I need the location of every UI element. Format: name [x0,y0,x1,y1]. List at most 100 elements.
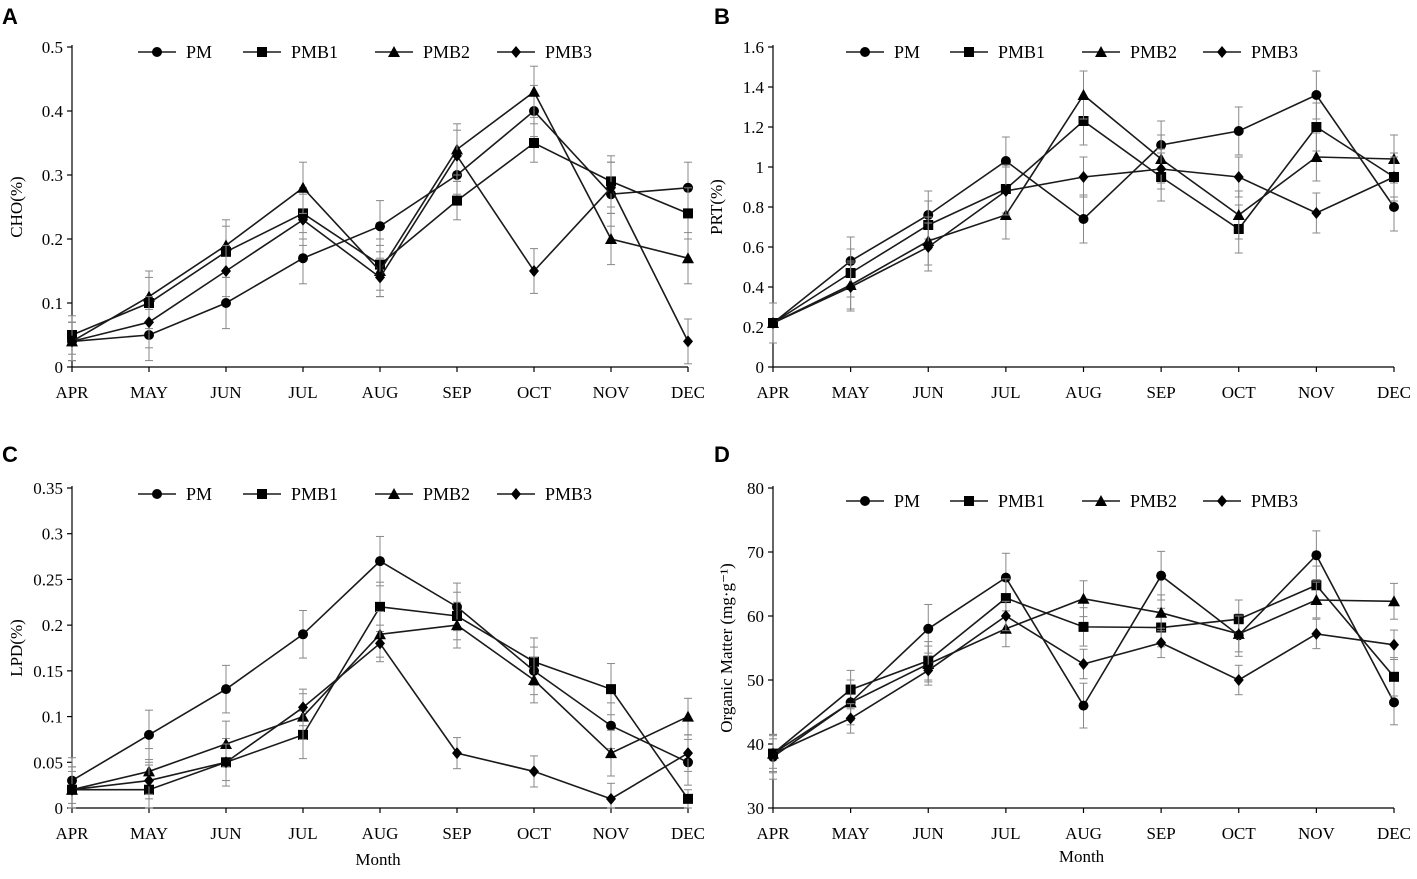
chart-panel-d: D 30 40 50 60 70 80 APR MAY JUN JUL AUG SEP OCT NOV DEC… [714,442,1411,866]
data-point-pmb2 [682,710,694,722]
legend-label: PMB3 [1251,491,1298,511]
y-tick-label: 1.2 [743,118,764,137]
legend-label: PM [186,484,212,504]
y-tick-label: 0.15 [33,662,63,681]
data-point-pmb3 [1078,171,1089,183]
y-tick-label: 0.5 [42,38,63,57]
legend-label: PMB2 [423,484,470,504]
data-point-pmb3 [298,213,308,226]
y-axis-label: CHO(%) [7,176,26,237]
x-tick-label: MAY [832,824,870,843]
x-tick-label: APR [55,824,89,843]
y-tick-label: 0.6 [743,238,764,257]
data-point-pmb1 [1389,671,1399,682]
data-point-pmb1 [1000,593,1011,604]
data-point-pmb3 [768,317,778,329]
data-point-pmb3 [845,712,856,725]
chart-panel-a: A 0 0.1 0.2 0.3 0.4 0.5 APR MAY JUN JUL AUG SEP OCT NO… [2,4,705,402]
data-point-pmb1 [375,601,385,612]
data-point-pmb3 [1000,610,1011,622]
data-point-pmb3 [144,774,154,787]
series-pmb1 [67,123,693,355]
data-point-pmb3 [1389,638,1399,651]
y-axis-label: Organic Matter (mg·g⁻¹) [717,563,736,733]
x-tick-label: AUG [1065,824,1102,843]
data-point-pmb2 [528,674,540,685]
y-tick-label: 1.6 [743,38,764,57]
legend-label: PMB2 [423,42,470,62]
series-pmb3 [67,129,693,365]
data-point-pmb3 [845,281,856,293]
data-point-pmb2 [1310,151,1323,162]
x-tick-label: NOV [593,383,631,402]
data-point-pmb2 [1388,595,1400,607]
y-tick-label: 0.3 [42,166,63,185]
y-axis-label: PRT(%) [707,179,726,235]
data-point-pm [1078,214,1089,224]
y-tick-label: 0.4 [743,278,765,297]
x-tick-label: NOV [1298,824,1336,843]
data-point-pmb1 [1078,621,1089,632]
data-point-pm [375,221,385,232]
x-tick-label: JUL [991,383,1020,402]
legend-marker-pmb1 [257,489,267,499]
x-tick-label: MAY [130,824,168,843]
data-point-pmb3 [452,149,462,162]
y-tick-label: 0.2 [42,230,63,249]
legend-marker-pmb3 [511,488,521,500]
y-tick-label: 30 [747,799,764,818]
x-tick-label: AUG [362,824,399,843]
data-point-pmb3 [144,316,154,329]
chart-panel-b: B 0 0.2 0.4 0.6 0.8 1 1.2 1.4 1.6 APR MAY JUN JUL AUG S… [707,4,1411,402]
legend-label: PMB1 [291,484,338,504]
y-tick-label: 70 [747,543,764,562]
data-point-pm [923,623,934,634]
series-pmb3 [67,624,693,809]
series-line-pmb3 [71,642,689,800]
data-point-pmb2 [844,696,857,708]
legend-marker-pmb1 [257,47,267,57]
data-point-pmb1 [529,138,539,148]
legend-label: PM [894,491,920,511]
y-tick-label: 0.2 [743,318,764,337]
legend-label: PMB3 [545,42,592,62]
data-point-pmb3 [452,747,462,760]
data-point-pm [298,253,308,264]
data-point-pmb3 [529,765,539,778]
data-point-pmb3 [529,265,539,277]
legend: PM PMB1 PMB2 PMB3 [846,491,1298,511]
data-point-pmb2 [605,747,617,759]
data-point-pmb3 [1000,185,1011,197]
data-point-pm [1078,700,1089,711]
y-tick-label: 0.2 [42,616,63,635]
legend-label: PMB3 [545,484,592,504]
x-tick-label: SEP [1146,824,1175,843]
data-point-pmb3 [375,271,385,284]
data-point-pmb1 [1311,122,1322,132]
legend: PM PMB1 PMB2 PMB3 [138,42,592,62]
data-point-pm [606,720,616,731]
data-point-pmb3 [67,783,77,796]
series-pmb3 [768,600,1399,769]
x-tick-label: AUG [362,383,399,402]
legend: PM PMB1 PMB2 PMB3 [138,484,592,504]
data-point-pm [221,684,231,695]
data-point-pmb2 [682,252,694,264]
data-point-pm [144,729,154,740]
x-tick-label: OCT [517,383,552,402]
x-tick-label: APR [55,383,89,402]
x-tick-label: DEC [671,824,705,843]
data-point-pmb3 [1156,163,1167,175]
y-tick-label: 0.35 [33,479,63,498]
y-tick-label: 0.1 [42,294,63,313]
data-point-pmb3 [1311,207,1322,219]
x-axis-label: Month [355,850,401,869]
x-tick-label: APR [756,824,790,843]
y-tick-label: 0.8 [743,198,764,217]
x-tick-label: JUL [288,383,317,402]
data-point-pmb2 [1077,89,1090,100]
data-point-pmb2 [1155,606,1168,618]
x-tick-label: AUG [1065,383,1102,402]
data-point-pmb3 [67,335,77,348]
